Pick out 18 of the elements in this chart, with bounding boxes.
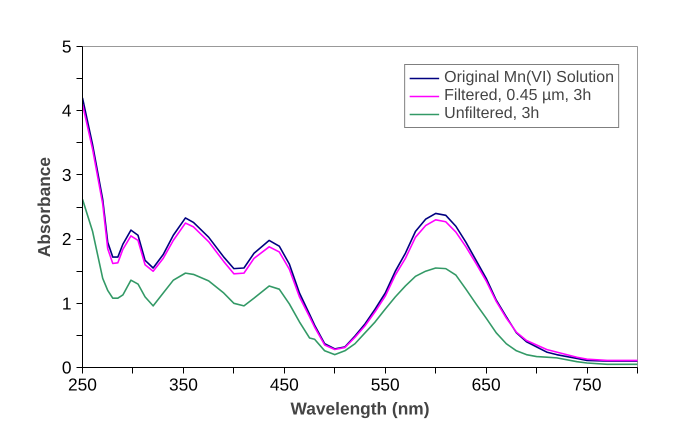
- y-tick-label: 2: [62, 229, 72, 250]
- x-tick-label: 450: [270, 374, 299, 394]
- y-tick-label: 4: [62, 100, 72, 121]
- x-tick-label: 550: [370, 374, 400, 394]
- line-series: [82, 198, 638, 366]
- y-tick-label: 3: [62, 164, 72, 185]
- legend-label: Unfiltered, 3h: [444, 105, 540, 123]
- y-tick-label: 0: [62, 358, 72, 378]
- y-axis-title: Absorbance: [34, 156, 54, 258]
- x-tick-label: 750: [572, 374, 602, 394]
- x-tick-label: 650: [472, 374, 501, 394]
- x-tick-label: 350: [168, 374, 198, 394]
- x-tick-label: 250: [68, 374, 97, 394]
- legend-label: Original Mn(VI) Solution: [444, 69, 614, 87]
- x-axis-title: Wavelength (nm): [290, 398, 430, 418]
- y-tick-label: 1: [62, 293, 72, 314]
- legend-label: Filtered, 0.45 µm, 3h: [444, 87, 592, 105]
- y-tick-label: 5: [62, 36, 72, 56]
